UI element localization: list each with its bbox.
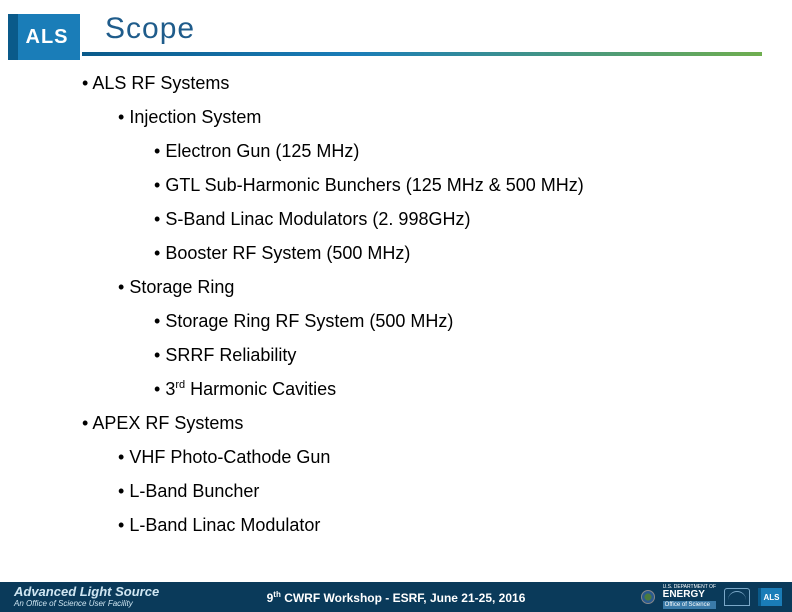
ordinal-sup: rd <box>175 379 185 391</box>
bullet-text: Electron Gun (125 MHz) <box>165 141 359 161</box>
bullet-text: GTL Sub-Harmonic Bunchers (125 MHz & 500… <box>165 175 583 195</box>
bullet-text: ALS RF Systems <box>92 73 229 93</box>
berkeley-lab-icon <box>724 588 750 606</box>
bullet-text: L-Band Buncher <box>129 481 259 501</box>
bullet-l3: • GTL Sub-Harmonic Bunchers (125 MHz & 5… <box>154 176 584 194</box>
bullet-text: Harmonic Cavities <box>185 379 336 399</box>
bullet-l1: • APEX RF Systems <box>82 414 584 432</box>
bullet-text: Booster RF System (500 MHz) <box>165 243 410 263</box>
bullet-text: 3 <box>165 379 175 399</box>
bullet-l1: • ALS RF Systems <box>82 74 584 92</box>
title-underline-rule <box>82 52 762 56</box>
bullet-text: SRRF Reliability <box>165 345 296 365</box>
doe-energy: ENERGY <box>663 590 716 600</box>
als-mini-logo: ALS <box>758 588 782 606</box>
slide-title: Scope <box>105 12 195 46</box>
bullet-l2: • L-Band Buncher <box>118 482 584 500</box>
bullet-text: Storage Ring <box>129 277 234 297</box>
bullet-l3: • Electron Gun (125 MHz) <box>154 142 584 160</box>
bullet-l3: • Booster RF System (500 MHz) <box>154 244 584 262</box>
bullet-text: S-Band Linac Modulators (2. 998GHz) <box>165 209 470 229</box>
footer-right-logos: U.S. DEPARTMENT OF ENERGY Office of Scie… <box>641 585 782 609</box>
footer-bar: Advanced Light Source An Office of Scien… <box>0 582 792 612</box>
ordinal-sup: th <box>273 590 281 599</box>
bullet-l2: • Injection System <box>118 108 584 126</box>
outline-content: • ALS RF Systems • Injection System • El… <box>82 74 584 550</box>
bullet-text: APEX RF Systems <box>92 413 243 433</box>
bullet-l3: • Storage Ring RF System (500 MHz) <box>154 312 584 330</box>
doe-text-block: U.S. DEPARTMENT OF ENERGY Office of Scie… <box>663 585 716 609</box>
bullet-l3: • SRRF Reliability <box>154 346 584 364</box>
bullet-l2: • L-Band Linac Modulator <box>118 516 584 534</box>
bullet-l3: • S-Band Linac Modulators (2. 998GHz) <box>154 210 584 228</box>
als-logo: ALS <box>8 14 80 60</box>
bullet-text: VHF Photo-Cathode Gun <box>129 447 330 467</box>
doe-seal-icon <box>641 590 655 604</box>
footer-center-post: CWRF Workshop - ESRF, June 21-25, 2016 <box>281 591 526 605</box>
bullet-l3: • 3rd Harmonic Cavities <box>154 380 584 398</box>
bullet-l2: • VHF Photo-Cathode Gun <box>118 448 584 466</box>
bullet-text: Storage Ring RF System (500 MHz) <box>165 311 453 331</box>
als-logo-accent-bar <box>8 14 18 60</box>
bullet-l2: • Storage Ring <box>118 278 584 296</box>
bullet-text: Injection System <box>129 107 261 127</box>
als-mini-text: ALS <box>764 593 780 602</box>
doe-office: Office of Science <box>663 601 716 609</box>
bullet-text: L-Band Linac Modulator <box>129 515 320 535</box>
als-logo-text: ALS <box>26 26 69 49</box>
